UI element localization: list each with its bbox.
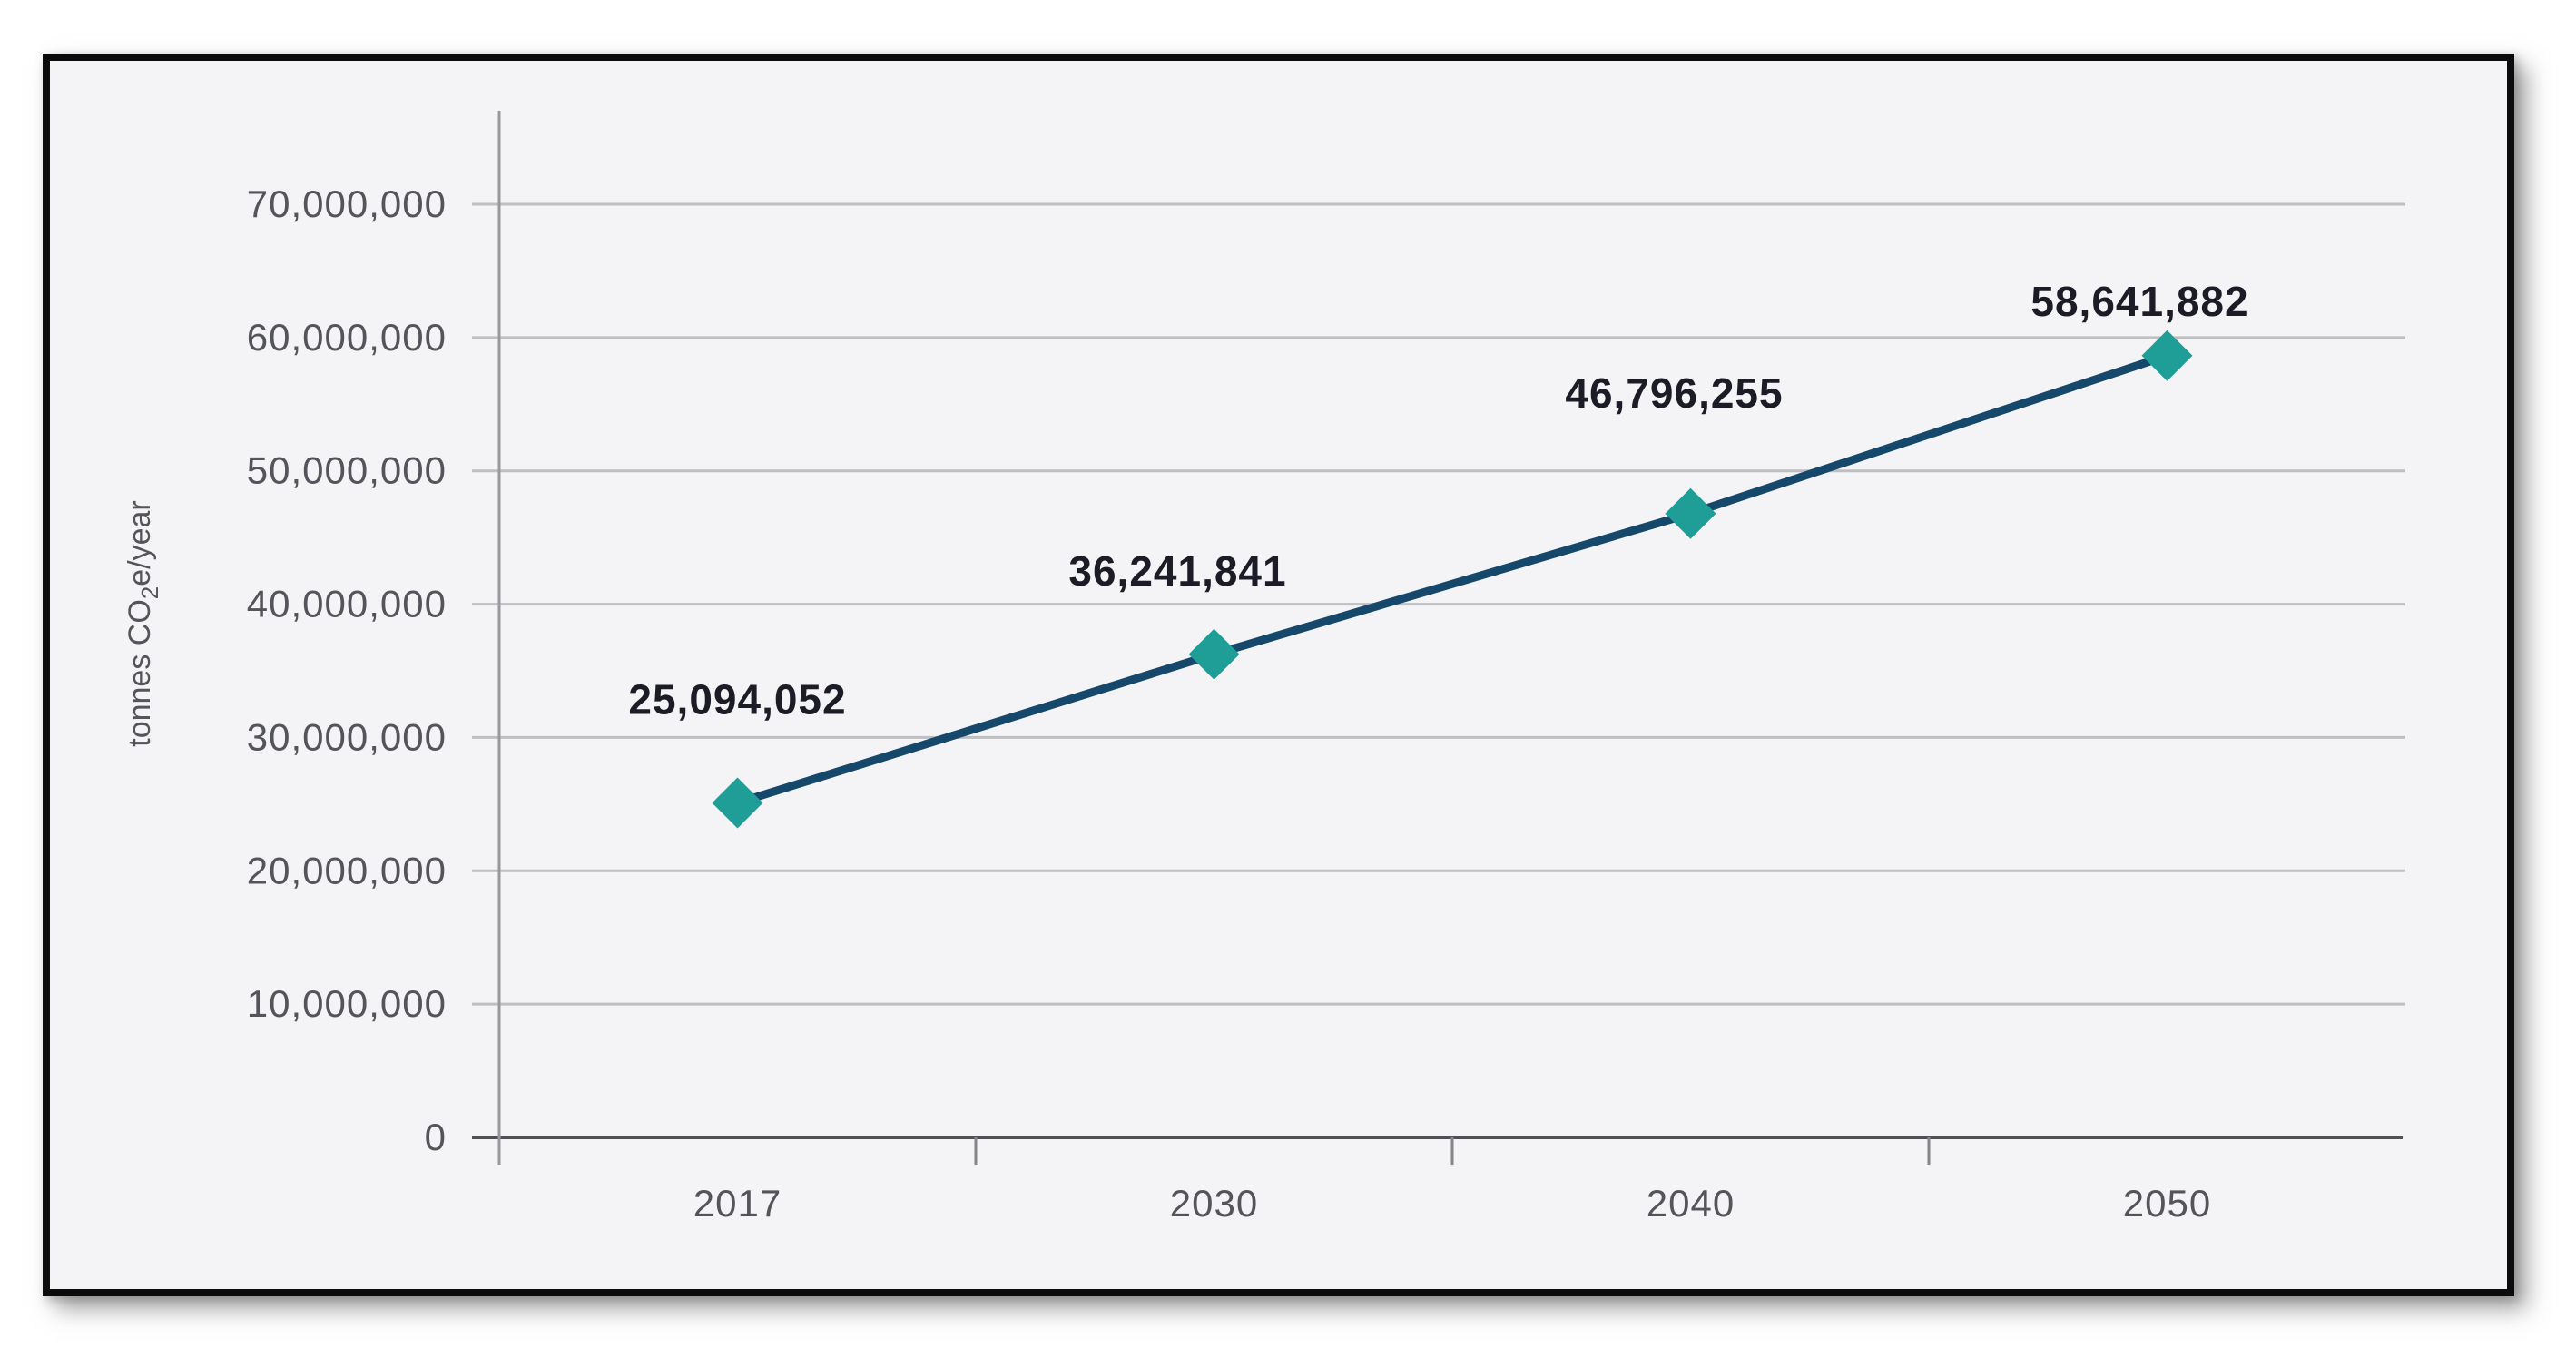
chart-canvas: tonnes CO2e/year 0 10,000,000 20,000,000 30…: [123, 111, 2405, 1225]
data-point-label: 36,241,841: [1068, 547, 1286, 595]
data-point-marker: [1188, 628, 1240, 680]
y-tick-label: 40,000,000: [247, 583, 447, 625]
data-point-marker: [712, 777, 763, 829]
y-tick-label: 70,000,000: [247, 182, 447, 225]
data-point-label: 25,094,052: [628, 675, 846, 723]
data-point-label: 46,796,255: [1565, 369, 1783, 417]
data-point-label: 58,641,882: [2030, 278, 2248, 325]
x-tick-label: 2030: [1170, 1182, 1258, 1225]
x-tick-label: 2040: [1647, 1182, 1735, 1225]
y-tick-label: 0: [425, 1116, 447, 1158]
y-tick-label: 30,000,000: [247, 715, 447, 758]
chart-frame: tonnes CO2e/year 0 10,000,000 20,000,000 30…: [43, 54, 2514, 1296]
y-tick-label: 60,000,000: [247, 316, 447, 359]
y-tick-label: 20,000,000: [247, 849, 447, 891]
y-tick-label: 10,000,000: [247, 982, 447, 1025]
y-axis-title: tonnes CO2e/year: [123, 500, 163, 747]
y-tick-label: 50,000,000: [247, 449, 447, 492]
data-point-marker: [1665, 487, 1716, 539]
trend-line: [733, 351, 2171, 807]
data-point-marker: [2141, 330, 2193, 381]
x-tick-label: 2050: [2123, 1182, 2211, 1225]
x-tick-label: 2017: [693, 1182, 782, 1225]
